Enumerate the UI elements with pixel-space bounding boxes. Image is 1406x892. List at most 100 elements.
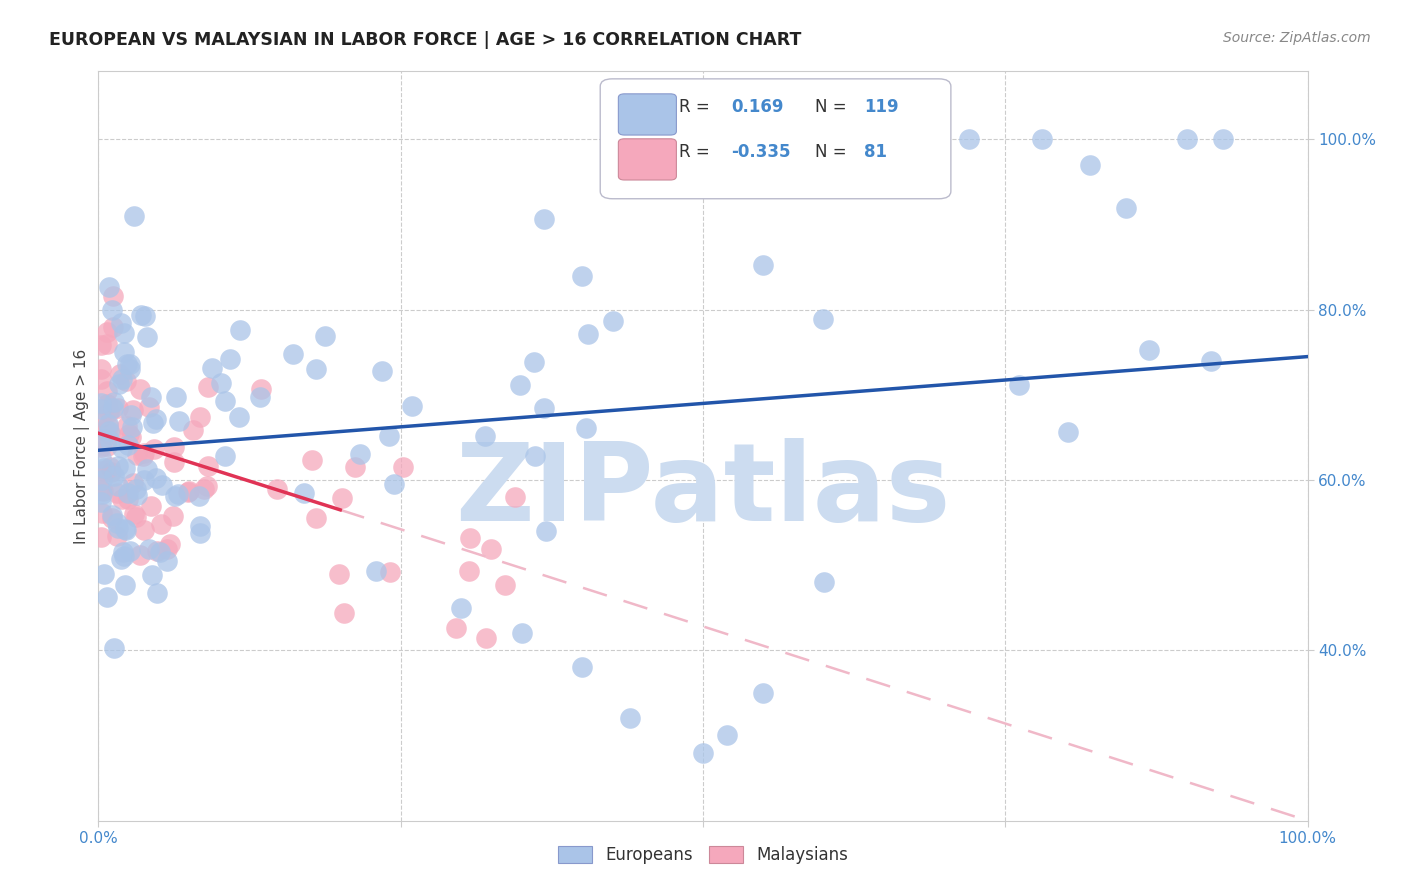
Point bbox=[118, 544, 141, 558]
Point bbox=[281, 347, 304, 361]
Point bbox=[108, 367, 131, 381]
Point bbox=[167, 487, 190, 501]
Point bbox=[149, 545, 172, 559]
Point bbox=[143, 442, 166, 456]
FancyBboxPatch shape bbox=[619, 139, 676, 180]
Point bbox=[90, 395, 112, 409]
Point bbox=[111, 371, 134, 385]
Point bbox=[330, 491, 353, 505]
Point bbox=[90, 495, 112, 509]
Point bbox=[1008, 377, 1031, 392]
Point bbox=[524, 450, 547, 464]
Point bbox=[138, 542, 160, 557]
Point bbox=[1212, 132, 1234, 146]
Point bbox=[177, 483, 200, 498]
Point bbox=[90, 530, 112, 544]
Point bbox=[752, 686, 775, 700]
Point bbox=[103, 394, 125, 409]
Point bbox=[219, 352, 242, 367]
Point bbox=[378, 429, 401, 443]
Point bbox=[141, 567, 163, 582]
Point bbox=[97, 417, 120, 432]
Point bbox=[90, 409, 112, 424]
Point bbox=[1199, 354, 1222, 368]
Point bbox=[98, 426, 121, 441]
Point bbox=[752, 258, 775, 272]
Point bbox=[1115, 201, 1137, 215]
Point bbox=[111, 441, 134, 455]
Point bbox=[150, 516, 173, 531]
Point bbox=[1031, 132, 1053, 146]
Point bbox=[101, 401, 124, 415]
Text: 81: 81 bbox=[863, 143, 887, 161]
Point bbox=[117, 438, 139, 452]
Point bbox=[121, 403, 143, 417]
Point bbox=[328, 567, 350, 582]
Point bbox=[125, 482, 148, 496]
Point bbox=[105, 516, 128, 531]
Point bbox=[146, 586, 169, 600]
Point bbox=[509, 378, 531, 392]
Point bbox=[139, 390, 162, 404]
Point bbox=[370, 364, 392, 378]
Point bbox=[533, 211, 555, 226]
Point bbox=[94, 464, 117, 478]
Point bbox=[127, 448, 149, 462]
Point bbox=[90, 473, 112, 487]
Text: EUROPEAN VS MALAYSIAN IN LABOR FORCE | AGE > 16 CORRELATION CHART: EUROPEAN VS MALAYSIAN IN LABOR FORCE | A… bbox=[49, 31, 801, 49]
Point bbox=[575, 420, 598, 434]
Point bbox=[115, 419, 138, 434]
Point bbox=[193, 482, 215, 496]
Point bbox=[214, 449, 236, 463]
Point bbox=[103, 469, 125, 483]
Point bbox=[136, 330, 159, 344]
Point bbox=[93, 567, 115, 582]
Point bbox=[97, 419, 120, 434]
Point bbox=[101, 510, 124, 524]
Point bbox=[96, 397, 118, 411]
Point bbox=[100, 508, 122, 523]
Point bbox=[145, 471, 167, 485]
Point bbox=[96, 439, 118, 453]
Point bbox=[114, 461, 136, 475]
Point bbox=[90, 338, 112, 352]
Point bbox=[91, 483, 114, 498]
Point bbox=[602, 314, 624, 328]
Point bbox=[124, 210, 146, 224]
Point bbox=[90, 438, 112, 452]
Point bbox=[90, 402, 112, 417]
Point bbox=[96, 337, 118, 351]
Point bbox=[134, 310, 156, 324]
Point bbox=[444, 621, 467, 635]
Point bbox=[107, 521, 129, 535]
Point bbox=[1175, 132, 1198, 146]
Point bbox=[188, 519, 211, 533]
Text: R =: R = bbox=[679, 97, 714, 116]
Point bbox=[115, 523, 138, 537]
Point bbox=[177, 485, 200, 500]
Point bbox=[98, 434, 121, 448]
Point bbox=[475, 632, 498, 646]
Point bbox=[344, 459, 367, 474]
Point bbox=[163, 455, 186, 469]
Point bbox=[523, 355, 546, 369]
Point bbox=[122, 475, 145, 490]
Point bbox=[100, 465, 122, 479]
Point bbox=[118, 358, 141, 372]
Point bbox=[103, 641, 125, 656]
Point bbox=[98, 460, 121, 475]
Point bbox=[201, 360, 224, 375]
Point bbox=[97, 424, 120, 438]
Point bbox=[249, 382, 271, 396]
Point bbox=[90, 506, 112, 520]
Point bbox=[209, 376, 232, 391]
Text: N =: N = bbox=[815, 97, 852, 116]
Point bbox=[96, 590, 118, 604]
Point bbox=[96, 325, 118, 339]
Point bbox=[101, 289, 124, 303]
Text: 119: 119 bbox=[863, 97, 898, 116]
Point bbox=[214, 393, 236, 408]
Point bbox=[167, 414, 190, 428]
Text: -0.335: -0.335 bbox=[731, 143, 790, 161]
Point bbox=[124, 507, 146, 521]
